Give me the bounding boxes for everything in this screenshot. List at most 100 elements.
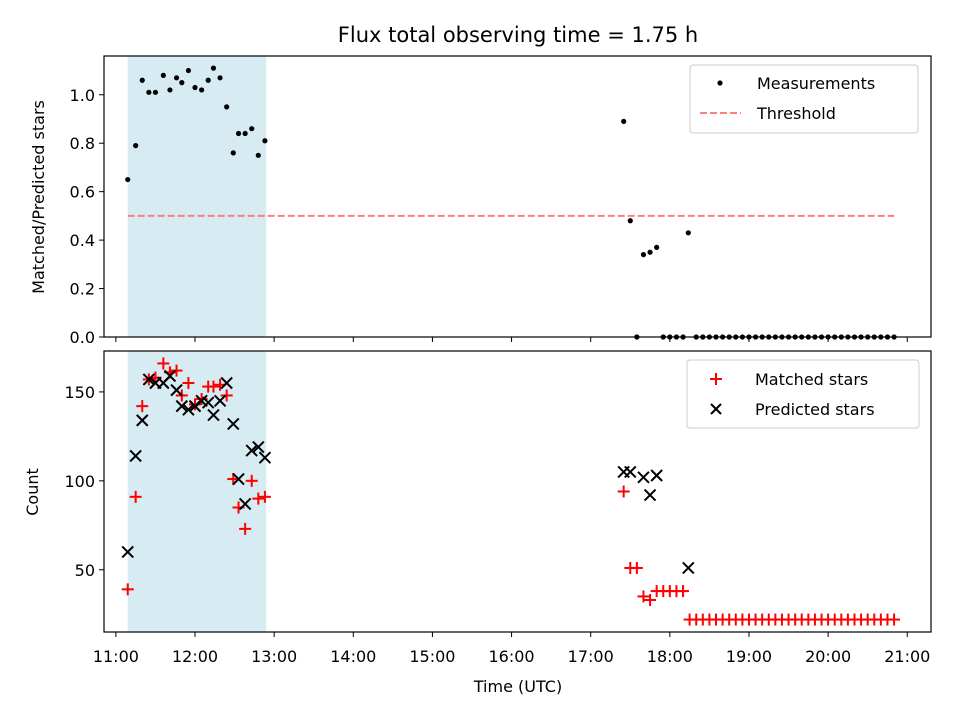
data-point	[185, 67, 192, 74]
bottom-y-tick-label: 100	[64, 472, 95, 491]
data-point	[217, 75, 223, 81]
top-y-tick-label: 0.0	[70, 328, 95, 347]
data-point	[129, 449, 142, 463]
data-point	[205, 77, 211, 83]
data-point	[210, 65, 217, 71]
legend-predicted-label: Predicted stars	[755, 400, 875, 419]
data-point	[213, 394, 227, 408]
data-point	[258, 490, 271, 503]
data-point	[152, 89, 159, 95]
data-point	[258, 451, 272, 464]
data-point	[630, 561, 643, 574]
data-point	[239, 522, 252, 535]
data-point	[201, 396, 215, 409]
data-point	[167, 87, 173, 93]
bottom-shaded-interval	[127, 351, 267, 632]
data-point	[220, 376, 233, 390]
data-point	[643, 488, 657, 502]
x-tick-label: 20:00	[805, 647, 851, 666]
data-point	[627, 218, 633, 224]
legend-measurements-label: Measurements	[757, 74, 875, 93]
legend-matched-marker	[710, 373, 722, 385]
data-point	[227, 417, 240, 431]
top-shaded-interval	[127, 56, 267, 337]
data-point	[220, 389, 233, 402]
data-point	[146, 89, 152, 95]
bottom-legend-box	[686, 359, 920, 429]
data-point	[125, 176, 131, 183]
data-point	[238, 497, 252, 511]
data-point	[262, 138, 268, 144]
data-point	[232, 472, 245, 486]
x-tick-label: 14:00	[330, 647, 376, 666]
top-axes-frame	[103, 55, 932, 338]
data-point	[182, 377, 195, 390]
data-point	[624, 465, 637, 479]
top-y-tick-label: 0.6	[70, 183, 95, 202]
data-point	[175, 399, 189, 413]
data-point	[207, 408, 220, 422]
top-legend-box	[689, 64, 919, 134]
data-point	[199, 87, 205, 93]
data-point	[170, 364, 183, 377]
data-point	[157, 357, 170, 370]
data-point	[133, 143, 139, 149]
x-tick-label: 16:00	[489, 647, 535, 666]
bottom-legend: Matched stars Predicted stars	[686, 359, 920, 429]
data-point	[242, 130, 248, 137]
data-point	[682, 561, 695, 575]
data-point	[121, 545, 134, 559]
data-point	[249, 126, 255, 132]
data-point	[888, 613, 901, 626]
data-point	[252, 492, 265, 505]
bottom-plot: 50 100 150 11:00 12:00 13:00 14:00 15:00 16:00 17…	[64, 350, 932, 666]
bottom-axes-frame	[103, 350, 932, 633]
data-point	[637, 471, 650, 484]
data-point	[685, 230, 691, 236]
data-point	[179, 80, 185, 86]
legend-measurements-marker	[717, 80, 723, 86]
top-y-axis-label: Matched/Predicted stars	[29, 100, 48, 294]
data-point	[640, 252, 647, 258]
data-point	[644, 593, 657, 606]
top-y-tick-label: 0.2	[70, 280, 95, 299]
data-point	[650, 469, 663, 482]
data-point	[252, 440, 265, 454]
data-point	[129, 490, 142, 503]
x-tick-label: 12:00	[172, 647, 218, 666]
x-tick-label: 13:00	[251, 647, 297, 666]
data-point	[245, 474, 258, 487]
data-point	[207, 380, 220, 393]
data-point	[170, 383, 183, 397]
data-point	[182, 403, 195, 416]
data-point	[255, 152, 261, 158]
top-plot: 0.0 0.2 0.4 0.6 0.8 1.0	[70, 55, 932, 347]
legend-matched-label: Matched stars	[755, 370, 868, 389]
data-point	[192, 84, 198, 91]
top-y-tick-label: 0.4	[70, 231, 95, 250]
data-point	[677, 585, 690, 598]
data-point	[224, 104, 230, 110]
bottom-y-tick-label: 50	[75, 561, 95, 580]
top-legend: Measurements Threshold	[689, 64, 919, 134]
data-point	[163, 369, 177, 383]
bottom-series-predicted-stars	[121, 369, 695, 575]
x-axis-label: Time (UTC)	[473, 677, 562, 696]
data-point	[235, 130, 242, 137]
x-tick-label: 11:00	[93, 647, 139, 666]
x-tick-label: 21:00	[884, 647, 930, 666]
data-point	[136, 400, 149, 413]
data-point	[173, 75, 180, 81]
data-point	[647, 249, 653, 255]
top-y-tick-label: 1.0	[70, 86, 95, 105]
x-tick-label: 19:00	[726, 647, 772, 666]
data-point	[245, 444, 258, 457]
data-point	[621, 118, 627, 125]
bottom-y-tick-label: 150	[64, 383, 95, 402]
legend-predicted-marker	[710, 403, 722, 415]
data-point	[230, 150, 236, 156]
data-point	[142, 373, 156, 386]
bottom-y-axis-label: Count	[23, 468, 42, 516]
data-point	[121, 583, 134, 596]
chart-title: Flux total observing time = 1.75 h	[338, 23, 698, 47]
